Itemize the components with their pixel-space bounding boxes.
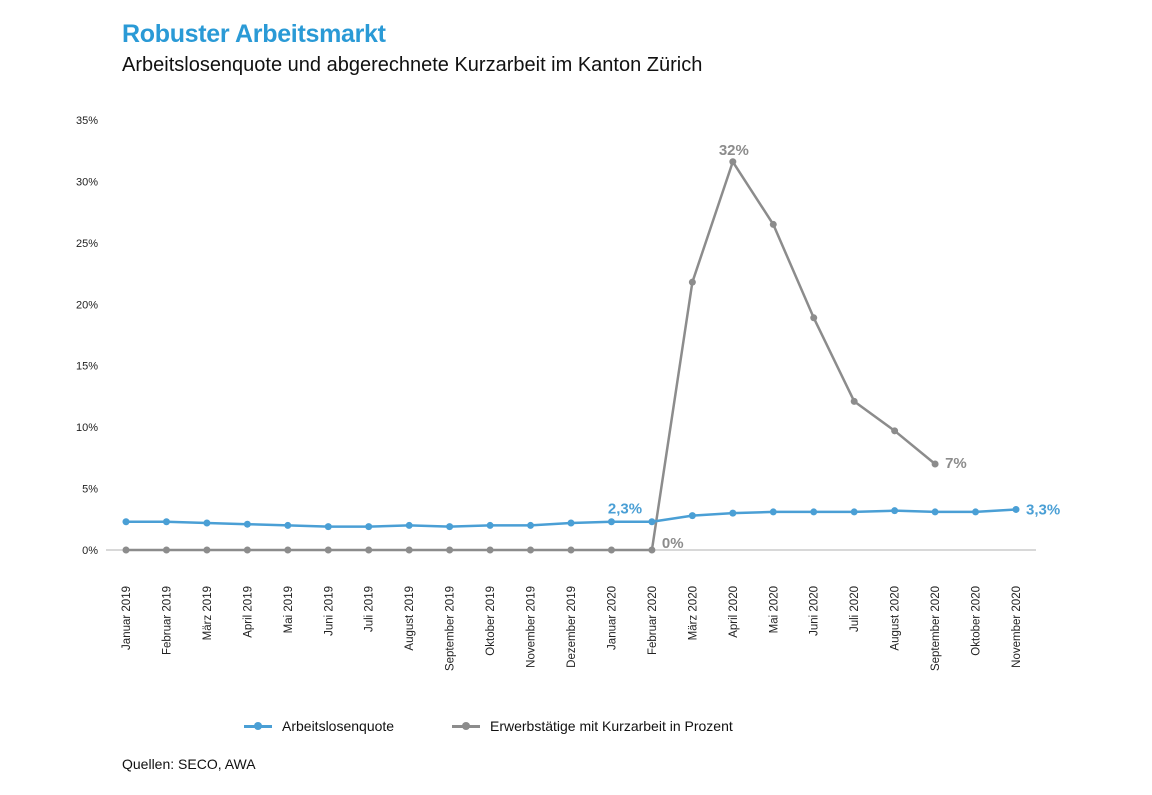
data-point (486, 546, 494, 554)
data-label: 32% (719, 142, 749, 159)
data-point (567, 546, 575, 554)
data-label: 0% (662, 535, 684, 552)
data-point (405, 521, 413, 529)
source-note: Quellen: SECO, AWA (122, 756, 256, 772)
x-tick-label: August 2019 (404, 586, 416, 651)
data-point (729, 158, 737, 166)
data-point (527, 546, 535, 554)
x-tick-label: Juli 2019 (364, 586, 376, 632)
data-point (527, 521, 535, 529)
y-tick-label: 10% (76, 422, 98, 434)
x-tick-label: Mai 2019 (283, 586, 295, 633)
data-point (446, 546, 454, 554)
data-point (243, 520, 251, 528)
x-tick-label: Oktober 2020 (971, 586, 983, 656)
x-tick-label: November 2020 (1011, 586, 1023, 668)
x-tick-label: Januar 2019 (121, 586, 133, 650)
data-point (729, 509, 737, 517)
x-tick-label: Januar 2020 (606, 586, 618, 650)
data-point (850, 397, 858, 405)
y-tick-label: 35% (76, 115, 98, 127)
data-point (972, 508, 980, 516)
data-point (607, 518, 615, 526)
y-tick-label: 25% (76, 238, 98, 250)
x-tick-label: März 2019 (202, 586, 214, 640)
x-tick-label: Juni 2020 (809, 586, 821, 636)
data-point (810, 508, 818, 516)
data-point (122, 546, 130, 554)
x-tick-label: November 2019 (526, 586, 538, 668)
data-point (850, 508, 858, 516)
data-point (891, 427, 899, 435)
data-point (1012, 505, 1020, 513)
data-point (203, 546, 211, 554)
y-tick-label: 15% (76, 361, 98, 373)
x-tick-label: April 2020 (728, 586, 740, 638)
data-point (769, 220, 777, 228)
legend-item-kurzarbeit: Erwerbstätige mit Kurzarbeit in Prozent (452, 718, 733, 734)
legend-item-arbeitslosenquote: Arbeitslosenquote (244, 718, 394, 734)
data-label: 7% (945, 455, 967, 472)
data-point (567, 519, 575, 527)
data-point (162, 546, 170, 554)
x-tick-label: September 2020 (930, 586, 942, 671)
x-tick-label: April 2019 (242, 586, 254, 638)
data-point (365, 546, 373, 554)
data-point (284, 521, 292, 529)
data-point (607, 546, 615, 554)
y-tick-label: 0% (82, 545, 98, 557)
x-tick-label: August 2020 (890, 586, 902, 651)
data-point (810, 314, 818, 322)
data-point (688, 278, 696, 286)
data-point (365, 523, 373, 531)
data-point (243, 546, 251, 554)
data-point (648, 518, 656, 526)
x-tick-label: Februar 2019 (161, 586, 173, 655)
data-point (324, 523, 332, 531)
data-label: 2,3% (608, 501, 642, 518)
data-point (203, 519, 211, 527)
x-tick-label: Juni 2019 (323, 586, 335, 636)
chart-subtitle: Arbeitslosenquote und abgerechnete Kurza… (122, 54, 703, 76)
x-tick-label: Februar 2020 (647, 586, 659, 655)
x-tick-label: März 2020 (687, 586, 699, 640)
x-tick-label: September 2019 (445, 586, 457, 671)
data-point (891, 507, 899, 515)
data-point (931, 460, 939, 468)
data-point (446, 523, 454, 531)
data-point (162, 518, 170, 526)
data-point (931, 508, 939, 516)
x-tick-label: Juli 2020 (849, 586, 861, 632)
legend-label: Erwerbstätige mit Kurzarbeit in Prozent (490, 718, 733, 734)
data-point (284, 546, 292, 554)
x-tick-label: Oktober 2019 (485, 586, 497, 656)
x-tick-label: Dezember 2019 (566, 586, 578, 668)
legend-swatch-blue (244, 719, 272, 733)
data-point (688, 512, 696, 520)
data-point (648, 546, 656, 554)
data-point (405, 546, 413, 554)
chart-title: Robuster Arbeitsmarkt (122, 20, 386, 48)
data-point (122, 518, 130, 526)
data-point (769, 508, 777, 516)
data-point (486, 521, 494, 529)
y-tick-label: 5% (82, 484, 98, 496)
x-tick-label: Mai 2020 (768, 586, 780, 633)
series-line-1 (126, 160, 936, 552)
y-tick-label: 30% (76, 176, 98, 188)
legend-label: Arbeitslosenquote (282, 718, 395, 734)
data-point (324, 546, 332, 554)
y-tick-label: 20% (76, 299, 98, 311)
legend-swatch-grey (452, 719, 480, 733)
data-label: 3,3% (1026, 501, 1060, 518)
